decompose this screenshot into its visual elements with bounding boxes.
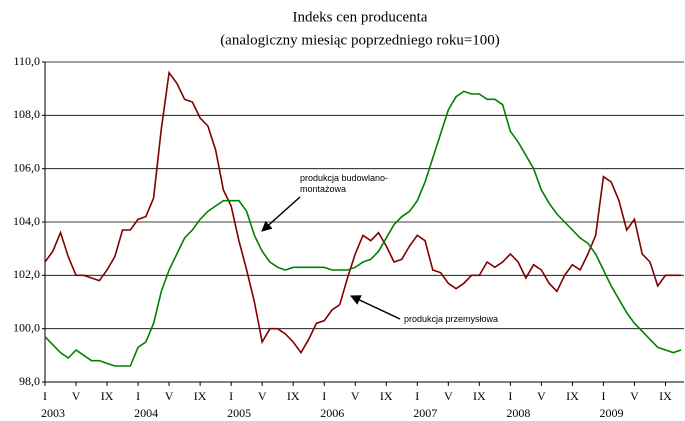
annotation-text: produkcja budowlano-montażowa — [300, 173, 389, 194]
year-label: 2008 — [506, 406, 530, 420]
x-tick-label: I — [43, 389, 47, 403]
series-line — [44, 70, 681, 355]
plot-area: 98,0 100,0 102,0 104,0 106,0 108,0 110,0 I V IX I V… — [13, 54, 684, 420]
year-label: 2009 — [599, 406, 623, 420]
annotation-text: produkcja przemysłowa — [404, 314, 499, 324]
y-tick-label: 106,0 — [13, 160, 40, 174]
y-tick-label: 100,0 — [13, 320, 40, 334]
year-label: 2004 — [134, 406, 158, 420]
y-tick-label: 104,0 — [13, 214, 40, 228]
chart-subtitle: (analogiczny miesiąc poprzedniego roku=1… — [220, 32, 500, 48]
annotation-arrow — [350, 295, 401, 320]
x-tick-label: IX — [101, 389, 114, 403]
x-tick-label: V — [444, 389, 453, 403]
x-tick-label: IX — [659, 389, 672, 403]
x-tick-label: V — [351, 389, 360, 403]
x-tick-label: IX — [473, 389, 486, 403]
x-tick-label: V — [630, 389, 639, 403]
series-line — [44, 90, 682, 367]
x-tick-label: I — [415, 389, 419, 403]
x-tick-label: V — [72, 389, 81, 403]
x-tick-label: I — [322, 389, 326, 403]
x-tick-label: IX — [566, 389, 579, 403]
x-tick-label: V — [165, 389, 174, 403]
x-tick-label: IX — [287, 389, 300, 403]
y-tick-label: 102,0 — [13, 267, 40, 281]
annotation: produkcja przemysłowa — [404, 314, 499, 324]
x-tick-label: V — [537, 389, 546, 403]
x-tick-label: I — [601, 389, 605, 403]
x-tick-label: V — [258, 389, 267, 403]
year-label: 2005 — [227, 406, 251, 420]
annotation-arrow — [261, 196, 301, 232]
y-tick-label: 98,0 — [19, 374, 40, 388]
x-tick-label: I — [229, 389, 233, 403]
x-tick-label: I — [508, 389, 512, 403]
y-tick-label: 108,0 — [13, 107, 40, 121]
y-tick-label: 110,0 — [13, 54, 40, 68]
year-label: 2003 — [41, 406, 65, 420]
chart-title: Indeks cen producenta — [293, 9, 428, 25]
x-tick-label: I — [136, 389, 140, 403]
year-label: 2007 — [413, 406, 437, 420]
year-label: 2006 — [320, 406, 344, 420]
x-tick-label: IX — [380, 389, 393, 403]
x-tick-label: IX — [194, 389, 207, 403]
annotation: produkcja budowlano-montażowa — [300, 173, 389, 194]
